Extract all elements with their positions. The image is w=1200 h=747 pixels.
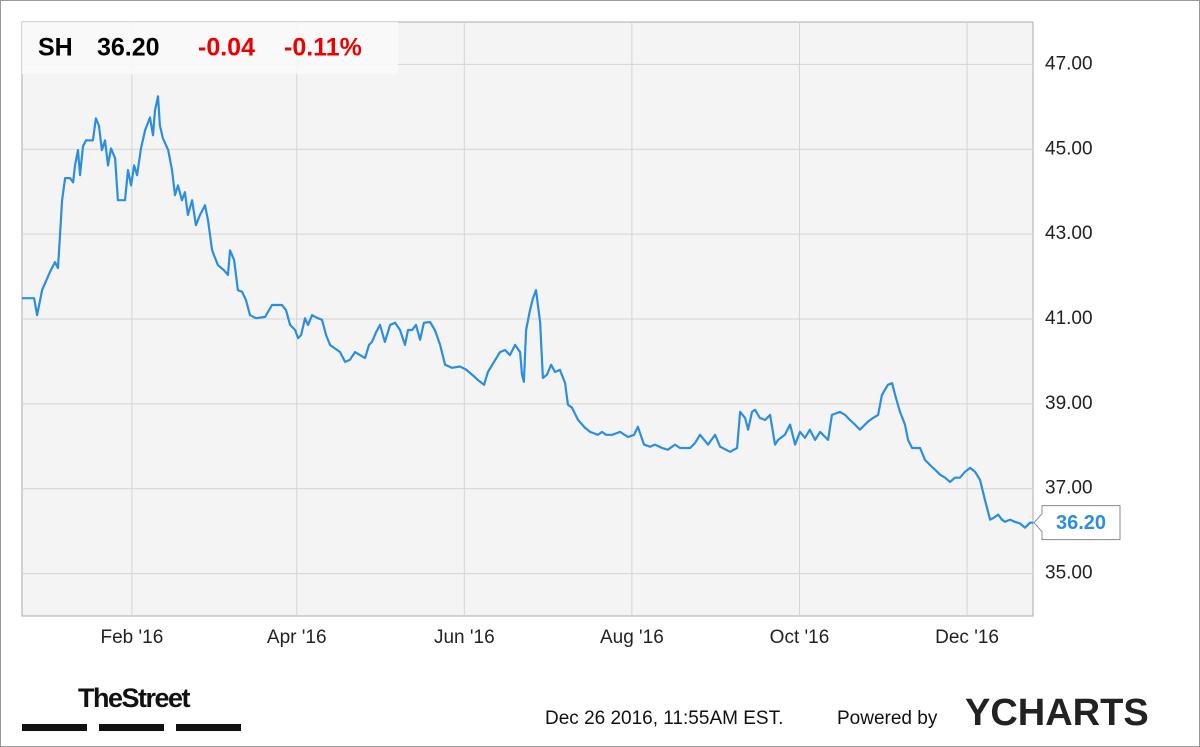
x-tick-label: Oct '16: [770, 627, 830, 648]
y-tick-label: 35.00: [1045, 563, 1093, 584]
quote-box: [22, 22, 398, 74]
change: -0.04: [198, 34, 255, 62]
x-tick-label: Apr '16: [267, 627, 327, 648]
powered-by: Powered by: [837, 708, 938, 729]
x-tick-label: Dec '16: [935, 627, 999, 648]
timestamp: Dec 26 2016, 11:55AM EST.: [545, 708, 783, 729]
y-tick-label: 37.00: [1045, 478, 1093, 499]
price-line: [22, 95, 1033, 529]
brand: TheStreet: [78, 683, 191, 713]
price: 36.20: [97, 34, 160, 62]
brand-bar: [99, 724, 164, 731]
y-tick-label: 41.00: [1045, 308, 1093, 329]
brand-bar: [176, 724, 241, 731]
last-price-tag: [1033, 505, 1121, 541]
change-pct: -0.11%: [284, 34, 362, 62]
y-tick-label: 39.00: [1045, 393, 1093, 414]
y-tick-label: 47.00: [1045, 53, 1093, 74]
y-tick-label: 43.00: [1045, 223, 1093, 244]
last-price-label: 36.20: [1056, 512, 1106, 534]
x-tick-label: Aug '16: [600, 627, 664, 648]
symbol: SH: [38, 34, 73, 62]
x-tick-label: Feb '16: [101, 627, 164, 648]
brand-bar: [22, 724, 87, 731]
y-tick-label: 45.00: [1045, 138, 1093, 159]
provider: YCHARTS: [965, 692, 1149, 734]
x-tick-label: Jun '16: [434, 627, 495, 648]
